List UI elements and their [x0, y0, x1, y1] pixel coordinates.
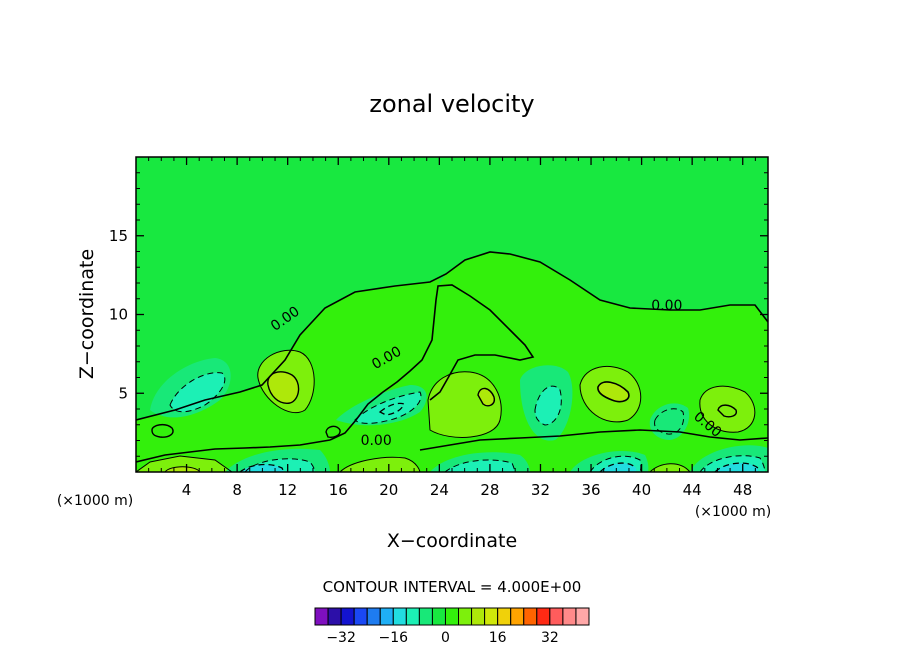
contour-value-label: 0.00	[651, 298, 682, 314]
colorbar-swatch	[418, 607, 433, 626]
contour-fills	[136, 252, 768, 472]
colorbar-tick-label: 16	[489, 630, 507, 646]
x-tick-label: 28	[480, 481, 499, 499]
x-unit-label-left: (×1000 m)	[57, 493, 133, 509]
x-tick-label: 32	[531, 481, 550, 499]
colorbar: −32 −16 0 16 32	[314, 607, 590, 646]
colorbar-swatch	[327, 607, 342, 626]
x-tick-label: 40	[632, 481, 651, 499]
contour-region-4-to-8-d	[699, 386, 755, 433]
x-tick-label: 36	[581, 481, 600, 499]
colorbar-swatch	[497, 607, 512, 626]
contour-line-pos-4-b	[427, 371, 502, 438]
colorbar-swatch	[444, 607, 460, 626]
contour-line-pos-4-a	[257, 349, 315, 414]
contour-line-pos-8-b	[477, 387, 496, 407]
colorbar-swatch	[536, 607, 551, 626]
colorbar-swatch	[471, 607, 486, 626]
y-tick-label: 15	[109, 227, 128, 245]
colorbar-swatch	[562, 607, 577, 626]
contour-line-neg-4-d	[244, 458, 316, 472]
contour-line-zero-inner	[329, 284, 535, 441]
contour-region-neg-12-to-neg-8-b	[600, 463, 636, 472]
contour-region-neg-8-to-neg-4	[170, 372, 225, 412]
contour-line-pos-8-d	[717, 404, 737, 418]
contour-region-neg-8-to-neg-4-c	[535, 386, 562, 425]
contour-line-pos-4-g	[649, 463, 691, 472]
contour-line-neg-8-d	[378, 402, 405, 416]
contour-line-pos-4-d	[699, 385, 756, 433]
contour-line-zero-main	[136, 251, 768, 421]
colorbar-tick-label: 0	[441, 630, 450, 646]
colorbar-tick-label: −32	[326, 630, 356, 646]
colorbar-swatch	[379, 607, 394, 626]
x-tick-label: 44	[683, 481, 702, 499]
contour-region-neg-12-to-neg-8-c	[715, 463, 758, 472]
colorbar-swatch	[353, 607, 368, 626]
colorbar-swatch	[523, 607, 538, 626]
contour-line-pos-8-e	[164, 466, 201, 472]
x-tick-label: 8	[232, 481, 242, 499]
contour-line-zero-small-b	[325, 425, 341, 438]
x-tick-label: 20	[379, 481, 398, 499]
contour-line-neg-4-c	[534, 385, 562, 426]
contour-line-pos-4-c	[579, 365, 642, 423]
chart-title: zonal velocity	[369, 90, 534, 118]
colorbar-swatch	[340, 607, 355, 626]
y-axis-title: Z−coordinate	[76, 249, 98, 379]
y-tick-label: 5	[118, 384, 128, 402]
contour-line-pos-8-a	[267, 371, 300, 404]
y-tick-label: 10	[109, 306, 128, 324]
contour-region-8-to-12	[267, 371, 299, 404]
colorbar-swatch	[510, 607, 525, 626]
contour-line-neg-8-a	[239, 463, 285, 472]
x-tick-label: 16	[329, 481, 348, 499]
contour-line-zero-small	[151, 423, 174, 438]
colorbar-swatch	[392, 607, 407, 626]
colorbar-tick-label: −16	[379, 630, 409, 646]
x-unit-label-right: (×1000 m)	[695, 504, 771, 520]
colorbar-swatch	[484, 607, 499, 626]
contour-line-neg-4-f	[589, 455, 642, 472]
colorbar-swatch	[314, 607, 329, 626]
contour-line-zero-lower	[136, 439, 331, 463]
contour-line-neg-4-g	[699, 455, 766, 472]
contour-interval-label: CONTOUR INTERVAL = 4.000E+00	[323, 578, 582, 596]
contour-line-pos-8-c	[597, 381, 630, 403]
contour-value-label: 0.00	[361, 433, 392, 449]
contour-line-pos-4-e	[136, 455, 233, 472]
colorbar-swatch	[575, 607, 590, 626]
contour-line-zero-lower-right	[419, 429, 768, 451]
contour-line-pos-4-f	[339, 456, 421, 472]
contour-region-neg-8-to-neg-4-e	[445, 460, 515, 472]
colorbar-swatch	[458, 607, 473, 626]
x-tick-label: 12	[278, 481, 297, 499]
contour-lines	[136, 251, 768, 472]
contour-line-neg-4-b	[354, 391, 422, 424]
colorbar-swatch	[405, 607, 420, 626]
colorbar-tick-label: 32	[541, 630, 559, 646]
colorbar-swatch	[431, 607, 446, 626]
colorbar-swatch	[366, 607, 381, 626]
contour-region-neg-8-to-neg-4-b	[355, 392, 421, 424]
x-tick-label: 48	[733, 481, 752, 499]
contour-line-neg-4-a	[169, 372, 226, 413]
x-tick-label: 4	[182, 481, 192, 499]
contour-line-neg-8-b	[599, 462, 637, 472]
colorbar-swatch	[549, 607, 564, 626]
x-axis-title: X−coordinate	[387, 530, 517, 552]
contour-region-4-to-8-f	[340, 457, 420, 472]
x-tick-label: 24	[430, 481, 449, 499]
